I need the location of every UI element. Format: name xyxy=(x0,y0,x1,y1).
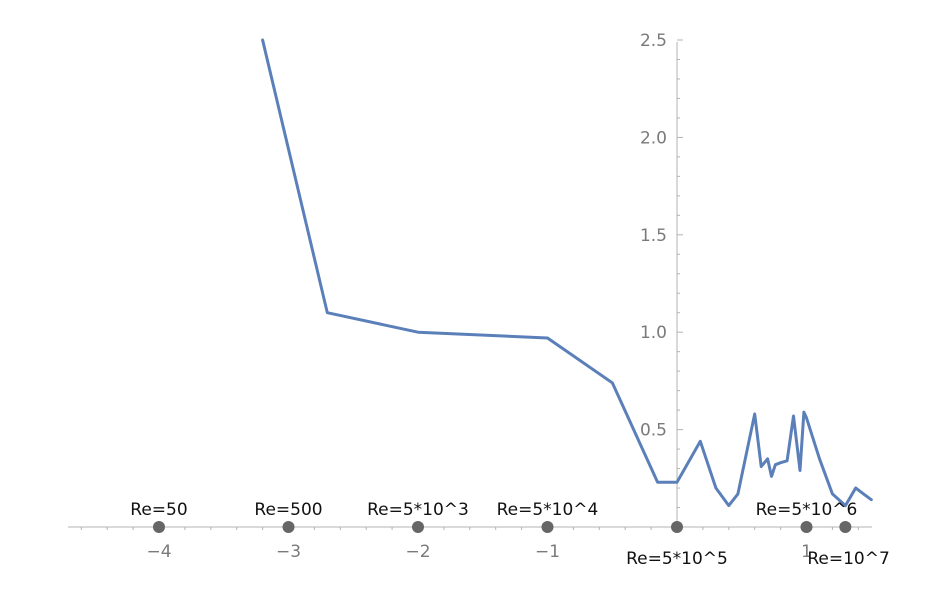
y-tick-label: 1.5 xyxy=(640,226,667,246)
axes: −4 −3 −2 −1 1 0.5 1.0 1.5 2.0 2.5 xyxy=(68,31,872,562)
annotation-label: Re=5*10^3 xyxy=(367,500,469,520)
annotation-markers xyxy=(153,521,852,533)
y-tick-label: 2.0 xyxy=(640,128,667,148)
x-tick-label: −3 xyxy=(276,542,301,562)
annotation-label: Re=50 xyxy=(130,500,187,520)
series-line xyxy=(261,38,873,508)
x-tick-label: 1 xyxy=(801,542,812,562)
annotation-label: Re=5*10^4 xyxy=(497,500,599,520)
annotation-label: Re=5*10^6 xyxy=(756,500,858,520)
annotation-marker xyxy=(282,521,295,533)
annotation-labels: Re=50 Re=500 Re=5*10^3 Re=5*10^4 Re=5*10^5 Re… xyxy=(130,500,889,569)
series-layer xyxy=(261,38,873,508)
x-tick-label: −4 xyxy=(146,542,171,562)
annotation-marker xyxy=(153,521,165,533)
y-tick-label: 0.5 xyxy=(640,421,667,441)
annotation-marker xyxy=(800,521,813,533)
annotation-label: Re=10^7 xyxy=(807,549,889,569)
annotation-marker xyxy=(412,521,424,533)
x-tick-label: −1 xyxy=(535,542,560,562)
y-tick-label: 2.5 xyxy=(640,31,667,51)
annotation-label: Re=5*10^5 xyxy=(626,549,728,569)
x-tick-label: −2 xyxy=(405,542,430,562)
y-tick-label: 1.0 xyxy=(640,323,667,343)
annotation-label: Re=500 xyxy=(254,500,322,520)
annotation-marker xyxy=(839,521,852,533)
annotation-marker xyxy=(671,521,683,533)
annotation-marker xyxy=(541,521,554,533)
